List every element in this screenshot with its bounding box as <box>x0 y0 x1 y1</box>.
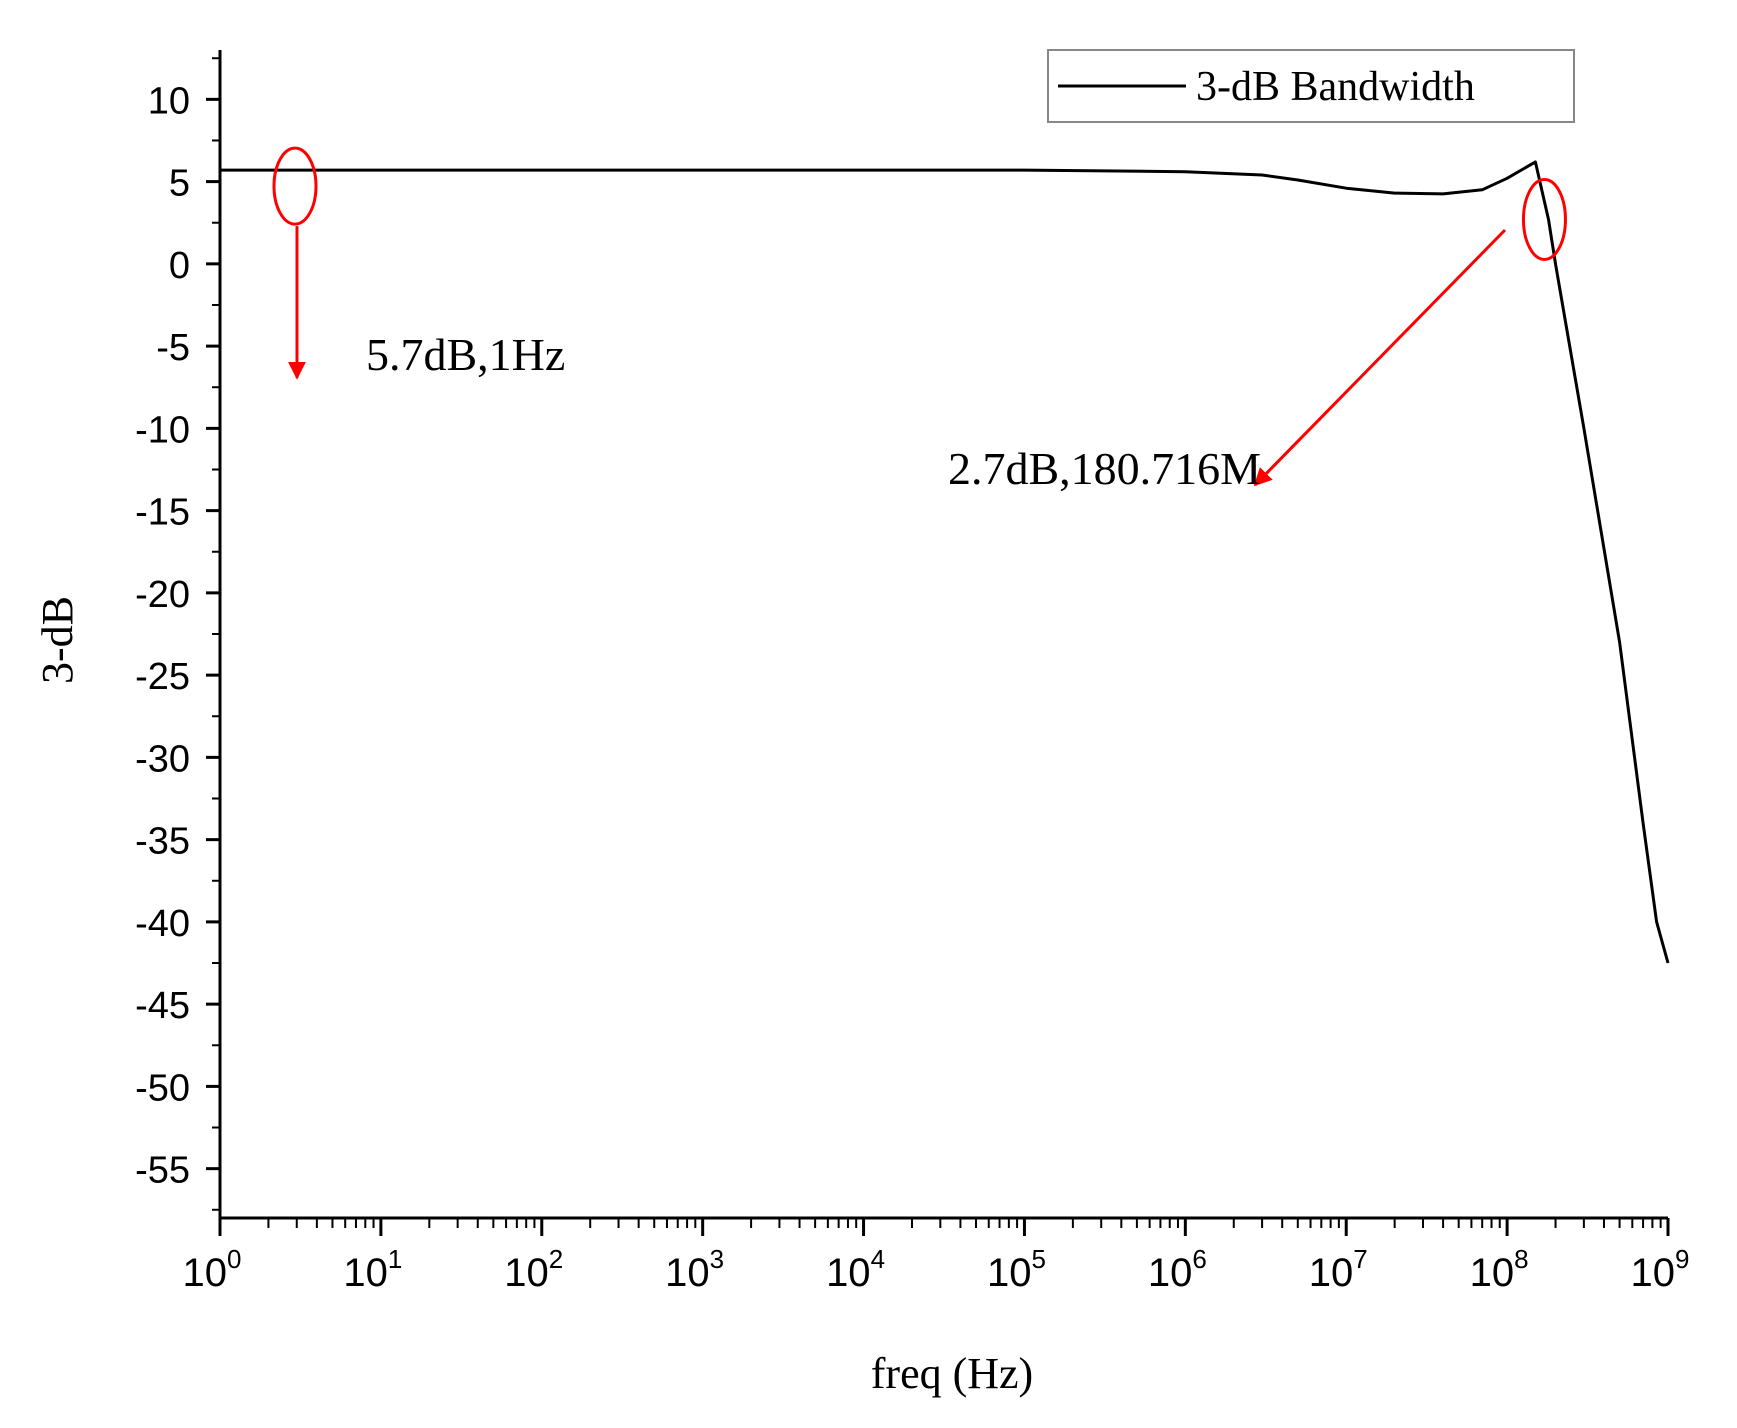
y-tick-label: -40 <box>135 903 190 945</box>
y-tick-label: -30 <box>135 738 190 780</box>
y-tick-label: 0 <box>169 245 190 287</box>
y-tick-label: -35 <box>135 821 190 863</box>
x-tick-label: 107 <box>1309 1244 1368 1295</box>
series-line <box>220 160 1670 964</box>
x-tick-label: 103 <box>665 1244 724 1295</box>
y-tick-label: 10 <box>148 80 190 122</box>
legend: 3-dB Bandwidth <box>1047 49 1575 123</box>
annotation-arrow-cutoff <box>1253 228 1507 487</box>
y-axis-label: 3-dB <box>33 596 82 684</box>
y-tick-label: -15 <box>135 492 190 534</box>
x-tick-label: 102 <box>504 1244 563 1295</box>
x-tick-label: 106 <box>1148 1244 1207 1295</box>
annotations <box>272 146 1567 487</box>
y-tick-label: -50 <box>135 1067 190 1109</box>
x-tick-label: 101 <box>343 1244 402 1295</box>
y-tick-label: -25 <box>135 656 190 698</box>
y-tick-label: -45 <box>135 985 190 1027</box>
x-tick-label: 100 <box>183 1244 242 1295</box>
annotation-ellipse-low <box>272 146 318 226</box>
y-tick-label: -10 <box>135 409 190 451</box>
annotation-label-low: 5.7dB,1Hz <box>366 329 565 380</box>
x-tick-label: 104 <box>826 1244 885 1295</box>
annotation-label-cutoff: 2.7dB,180.716M <box>948 443 1261 494</box>
series-layer <box>220 160 1670 964</box>
y-tick-label: 5 <box>169 163 190 205</box>
x-tick-label: 105 <box>987 1244 1046 1295</box>
y-tick-label: -20 <box>135 574 190 616</box>
x-axis-label: freq (Hz) <box>871 1349 1033 1398</box>
x-tick-label: 108 <box>1470 1244 1529 1295</box>
y-tick-label: -5 <box>156 327 190 369</box>
annotation-ellipse-cutoff <box>1521 177 1567 261</box>
legend-label: 3-dB Bandwidth <box>1196 64 1475 110</box>
y-tick-label: -55 <box>135 1150 190 1192</box>
x-tick-label: 109 <box>1631 1244 1690 1295</box>
